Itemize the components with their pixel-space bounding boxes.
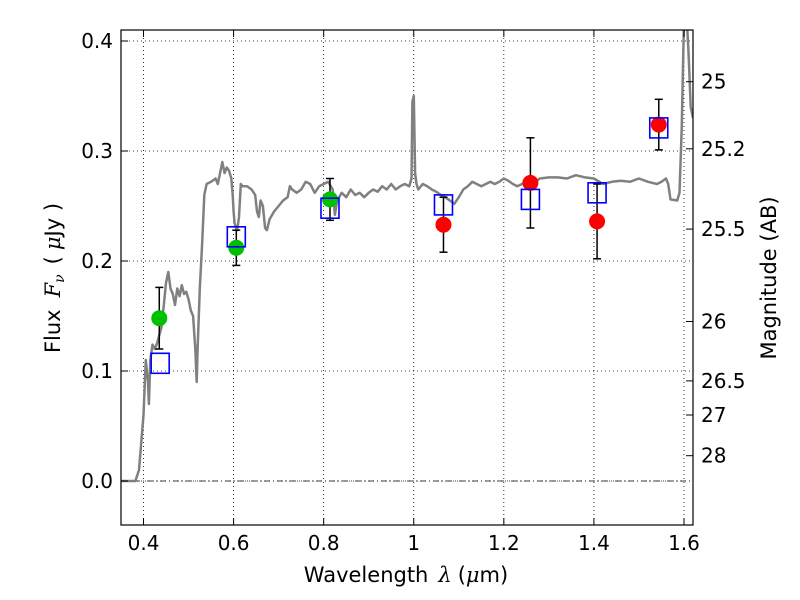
square-marker-1 [226, 226, 247, 248]
y-tick-label-3: 0.3 [81, 139, 113, 163]
circle-marker-0-2 [321, 191, 338, 208]
magnitude-tick-label-4: 26.5 [701, 369, 746, 393]
y2-axis-label: Magnitude (AB) [757, 196, 781, 359]
magnitude-tick-label-1: 25.2 [701, 137, 746, 161]
circle-marker-1-3 [650, 116, 667, 133]
x-tick-label-0: 0.4 [128, 531, 160, 555]
circle-marker-1-2 [589, 213, 606, 230]
square-marker-6 [648, 117, 669, 139]
y-tick-label-4: 0.4 [81, 29, 113, 53]
circle-marker-1-1 [522, 174, 539, 191]
model-spectrum-line [121, 30, 693, 483]
axis-ticks [121, 30, 693, 525]
magnitude-tick-labels: 25 25.2 25.5 26 26.5 27 28 [701, 70, 746, 468]
x-tick-label-4: 1.2 [488, 531, 520, 555]
circle-marker-0-1 [228, 239, 245, 256]
x-tick-label-3: 1 [407, 531, 420, 555]
x-tick-label-1: 0.6 [218, 531, 250, 555]
magnitude-tick-label-6: 28 [701, 444, 726, 468]
error-bars [155, 98, 663, 350]
y-tick-labels: 0.0 0.1 0.2 0.3 0.4 [81, 29, 113, 493]
x-tick-label-6: 1.6 [668, 531, 700, 555]
square-marker-0 [150, 352, 170, 375]
y-tick-label-0: 0.0 [81, 469, 113, 493]
y-axis-label: FluxFν(μJy ) [41, 203, 68, 353]
circle-marker-0-0 [151, 310, 168, 327]
magnitude-tick-label-3: 26 [701, 310, 726, 334]
plot-area [121, 30, 693, 483]
x-tick-labels: 0.4 0.6 0.8 1 1.2 1.4 1.6 [128, 531, 700, 555]
square-marker-3 [433, 194, 454, 216]
grid-lines [121, 30, 693, 525]
y-tick-label-1: 0.1 [81, 359, 113, 383]
x-tick-label-2: 0.8 [308, 531, 340, 555]
magnitude-tick-label-5: 27 [701, 403, 726, 427]
x-axis-label: Wavelength λ (μm) [304, 563, 508, 587]
magnitude-tick-label-2: 25.5 [701, 217, 746, 241]
square-marker-5 [587, 182, 607, 204]
y-tick-label-2: 0.2 [81, 249, 113, 273]
square-marker-4 [520, 188, 541, 211]
x-tick-label-5: 1.4 [578, 531, 610, 555]
circle-marker-1-0 [435, 216, 452, 233]
square-marker-2 [320, 197, 340, 219]
data-markers [150, 116, 669, 375]
magnitude-tick-label-0: 25 [701, 70, 726, 94]
plot-frame [120, 29, 694, 526]
